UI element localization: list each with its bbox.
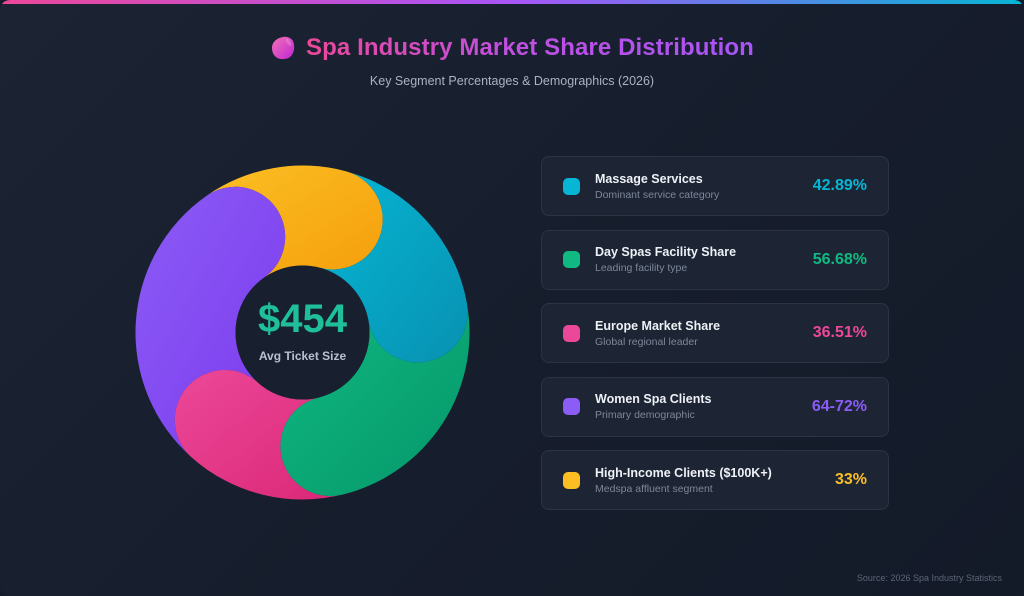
header: Spa Industry Market Share Distribution K… <box>0 34 1024 88</box>
legend-label: Europe Market Share <box>595 318 721 333</box>
legend-swatch <box>563 471 580 489</box>
legend-value: 33% <box>834 471 867 488</box>
donut-hole <box>235 265 370 400</box>
legend-label: Massage Services <box>595 171 703 186</box>
legend-desc: Primary demographic <box>595 409 695 421</box>
legend-swatch <box>563 398 580 415</box>
legend-desc: Leading facility type <box>595 262 688 274</box>
legend-item-europe[interactable]: Europe Market Share Global regional lead… <box>541 303 889 363</box>
title-row: Spa Industry Market Share Distribution <box>270 34 754 62</box>
legend-item-day-spas[interactable]: Day Spas Facility Share Leading facility… <box>541 229 889 290</box>
legend-value: 64-72% <box>811 397 867 415</box>
legend-value: 42.89% <box>812 177 867 194</box>
legend-item-women[interactable]: Women Spa Clients Primary demographic 64… <box>541 376 889 437</box>
legend-desc: Global regional leader <box>595 335 698 348</box>
legend-swatch <box>563 324 580 342</box>
donut-slice-europe-market-share[interactable] <box>174 369 343 500</box>
legend-label: High-Income Clients ($100K+) <box>595 465 772 480</box>
chart-subtitle: Key Segment Percentages & Demographics (… <box>369 74 655 88</box>
donut-slice-high-income-clients-100k[interactable] <box>206 165 383 278</box>
legend-item-high-income[interactable]: High-Income Clients ($100K+) Medspa affl… <box>541 450 889 510</box>
legend-desc: Medspa affluent segment <box>595 482 713 495</box>
legend-item-massage[interactable]: Massage Services Dominant service catego… <box>541 156 889 216</box>
legend: Massage Services Dominant service catego… <box>541 156 889 524</box>
legend-value: 56.68% <box>812 250 867 268</box>
legend-swatch <box>563 177 580 195</box>
blob-icon <box>270 35 296 61</box>
donut-chart: $454 Avg Ticket Size <box>130 160 475 505</box>
legend-label: Women Spa Clients <box>595 392 712 406</box>
chart-title: Spa Industry Market Share Distribution <box>306 34 754 61</box>
accent-bar <box>0 0 1024 4</box>
donut-slice-day-spas-facility-share[interactable] <box>280 303 470 497</box>
legend-label: Day Spas Facility Share <box>595 245 737 259</box>
legend-desc: Dominant service category <box>595 188 720 201</box>
legend-value: 36.51% <box>812 324 867 341</box>
legend-swatch <box>563 251 580 268</box>
source-note: Source: 2026 Spa Industry Statistics <box>856 573 1002 583</box>
donut-svg <box>135 165 470 500</box>
donut-slice-massage-services[interactable] <box>319 171 468 363</box>
donut-slice-women-spa-clients[interactable] <box>135 186 286 458</box>
